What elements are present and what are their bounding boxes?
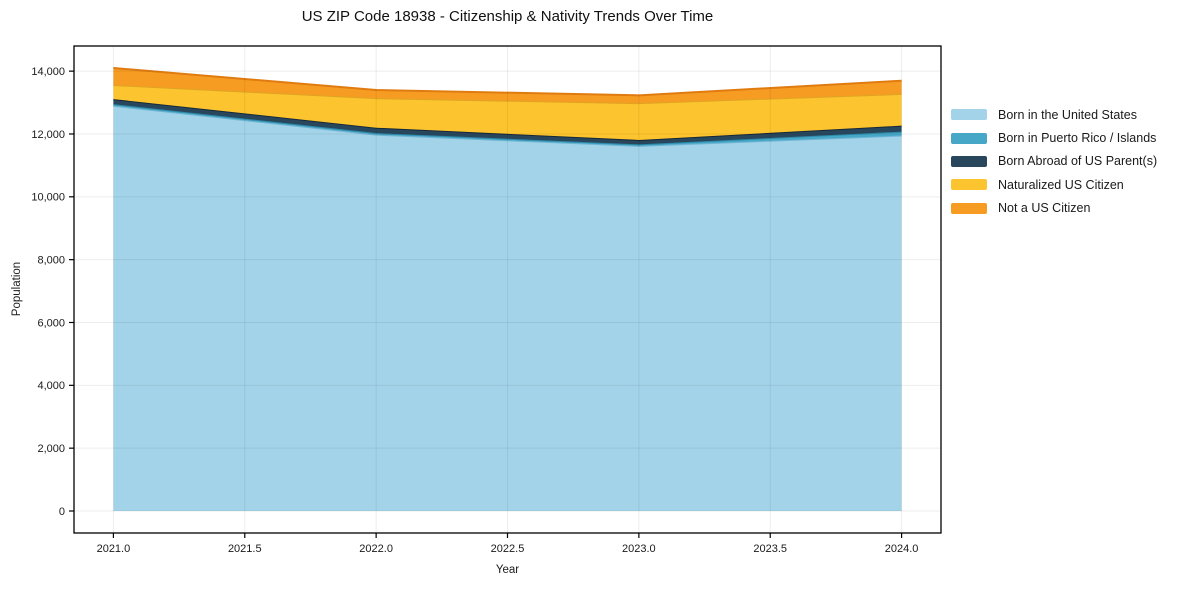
legend-swatch-icon (951, 155, 987, 167)
area-band-3 (113, 84, 902, 140)
y-tick-label: 10,000 (31, 192, 65, 204)
y-axis-label: Population (11, 261, 23, 317)
legend-label: Naturalized US Citizen (998, 177, 1124, 192)
area-band-2 (113, 99, 902, 145)
legend-label: Not a US Citizen (998, 201, 1091, 216)
y-tick-label: 6,000 (37, 317, 65, 329)
y-tick-label: 2,000 (37, 443, 65, 455)
chart-title: US ZIP Code 18938 - Citizenship & Nativi… (301, 8, 714, 25)
legend-row-0: Born in the United States (951, 103, 1157, 126)
legend-swatch-icon (951, 202, 987, 214)
x-tick-label: 2022.0 (359, 543, 393, 555)
legend-swatch-icon (951, 132, 987, 144)
area-band-edge-4 (113, 66, 902, 97)
y-tick-label: 14,000 (31, 66, 65, 78)
legend-label: Born in Puerto Rico / Islands (998, 131, 1157, 146)
area-band-4 (113, 67, 902, 104)
legend-swatch-icon (951, 179, 987, 191)
legend-row-4: Not a US Citizen (951, 197, 1157, 220)
legend: Born in the United States Born in Puerto … (951, 103, 1157, 220)
x-tick-label: 2021.0 (97, 543, 131, 555)
legend-swatch-icon (951, 109, 987, 121)
legend-row-3: Naturalized US Citizen (951, 173, 1157, 196)
y-tick-label: 4,000 (37, 380, 65, 392)
y-tick-label: 12,000 (31, 129, 65, 141)
legend-row-2: Born Abroad of US Parent(s) (951, 150, 1157, 173)
x-tick-label: 2024.0 (885, 543, 919, 555)
x-tick-label: 2022.5 (491, 543, 525, 555)
area-band-0 (113, 105, 902, 512)
x-tick-label: 2021.5 (228, 543, 262, 555)
legend-label: Born in the United States (998, 107, 1137, 122)
y-tick-label: 8,000 (37, 254, 65, 266)
legend-row-1: Born in Puerto Rico / Islands (951, 126, 1157, 149)
x-tick-label: 2023.0 (622, 543, 656, 555)
y-tick-label: 0 (59, 506, 65, 518)
x-axis-label: Year (495, 564, 520, 576)
x-tick-label: 2023.5 (753, 543, 787, 555)
legend-label: Born Abroad of US Parent(s) (998, 154, 1158, 169)
